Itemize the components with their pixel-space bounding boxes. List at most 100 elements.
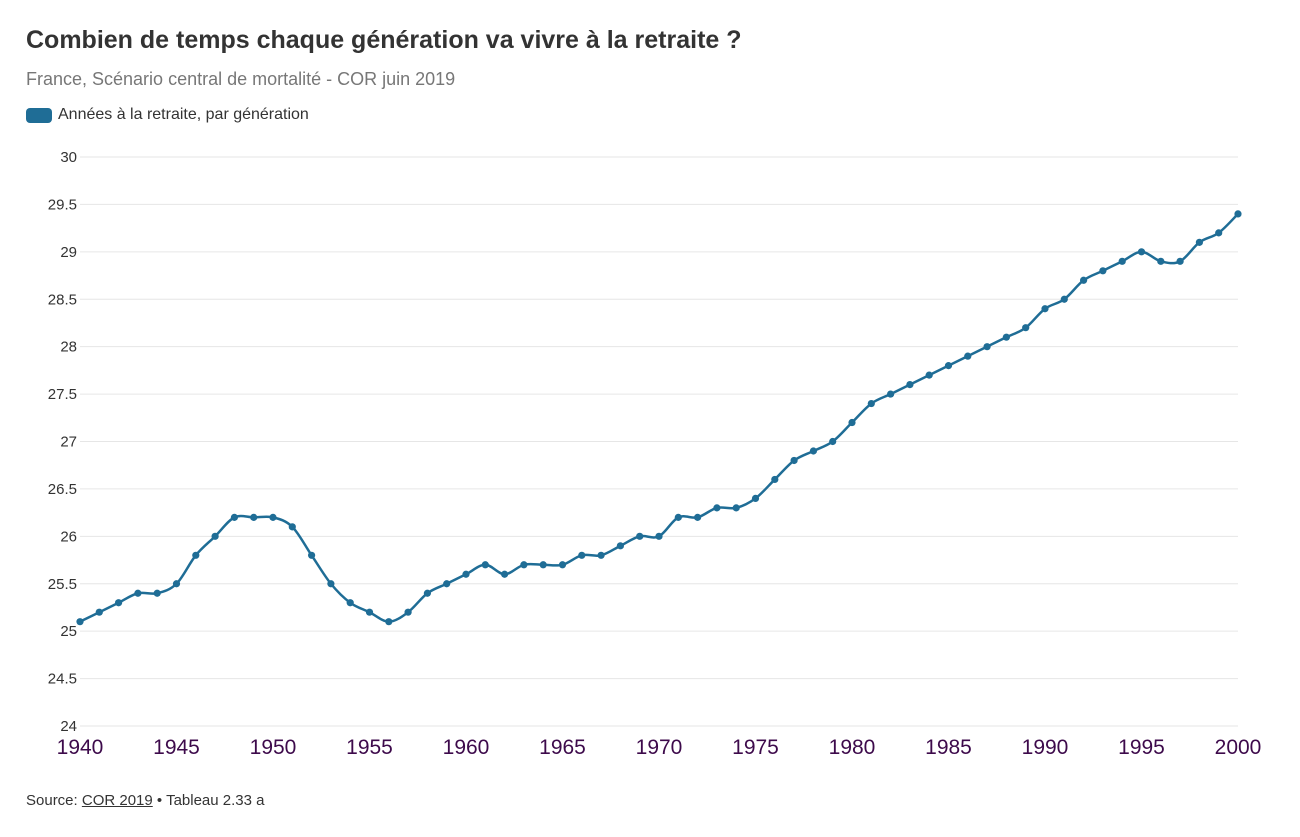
- data-point-1976[interactable]: [771, 475, 779, 484]
- data-point-1994[interactable]: [1118, 257, 1126, 265]
- data-point-1964[interactable]: [539, 561, 547, 569]
- y-tick-label: 29.5: [48, 196, 77, 213]
- data-point-1980[interactable]: [848, 418, 856, 427]
- data-point-1979[interactable]: [829, 437, 837, 446]
- x-tick-label: 1960: [443, 736, 490, 759]
- data-point-1944[interactable]: [153, 589, 161, 597]
- y-tick-label: 24: [60, 718, 77, 735]
- data-point-1990[interactable]: [1041, 305, 1049, 313]
- y-tick-label: 28: [60, 339, 77, 356]
- source-prefix: Source:: [26, 792, 82, 809]
- x-tick-label: 1970: [636, 736, 683, 759]
- chart-subtitle: France, Scénario central de mortalité - …: [26, 69, 456, 89]
- y-tick-label: 25: [60, 623, 77, 640]
- data-point-1972[interactable]: [694, 513, 702, 521]
- y-tick-label: 27.5: [48, 386, 77, 403]
- data-point-1987[interactable]: [983, 343, 991, 351]
- data-point-1955[interactable]: [365, 608, 374, 616]
- data-point-1985[interactable]: [944, 362, 953, 370]
- y-tick-label: 26: [60, 528, 77, 545]
- data-point-1950[interactable]: [269, 513, 277, 521]
- data-point-2000[interactable]: [1234, 210, 1242, 218]
- data-point-1962[interactable]: [501, 570, 509, 578]
- data-point-1996[interactable]: [1157, 257, 1165, 265]
- data-point-1947[interactable]: [211, 532, 219, 540]
- data-point-1971[interactable]: [674, 513, 682, 521]
- x-tick-label: 1980: [829, 736, 876, 759]
- data-point-1959[interactable]: [443, 580, 451, 588]
- data-point-1986[interactable]: [964, 352, 972, 360]
- data-point-1966[interactable]: [578, 551, 586, 559]
- x-tick-label: 1945: [153, 736, 200, 759]
- data-point-1983[interactable]: [906, 381, 914, 389]
- data-point-1975[interactable]: [751, 494, 760, 502]
- x-tick-label: 1985: [925, 736, 972, 759]
- data-point-1965[interactable]: [558, 561, 567, 569]
- y-tick-label: 24.5: [48, 671, 77, 688]
- data-point-1967[interactable]: [597, 551, 605, 559]
- data-point-1941[interactable]: [95, 608, 103, 616]
- y-tick-label: 28.5: [48, 291, 77, 308]
- data-point-1970[interactable]: [655, 532, 663, 540]
- data-point-1969[interactable]: [636, 532, 644, 540]
- data-point-1973[interactable]: [713, 504, 721, 512]
- data-point-1940[interactable]: [76, 618, 84, 626]
- data-point-1942[interactable]: [115, 599, 123, 607]
- data-point-1977[interactable]: [790, 456, 798, 465]
- grid-lines: [80, 156, 1238, 727]
- data-point-1963[interactable]: [520, 561, 528, 569]
- series-line: [78, 212, 1240, 623]
- source-note: Source: COR 2019 • Tableau 2.33 a: [26, 792, 264, 809]
- data-point-1961[interactable]: [481, 561, 489, 569]
- data-point-1981[interactable]: [867, 399, 875, 408]
- data-point-1997[interactable]: [1176, 257, 1184, 265]
- legend: Années à la retraite, par génération: [26, 106, 309, 124]
- data-point-1989[interactable]: [1022, 324, 1030, 332]
- data-point-1982[interactable]: [887, 390, 895, 398]
- data-point-1992[interactable]: [1080, 276, 1088, 284]
- x-tick-label: 1965: [539, 736, 586, 759]
- data-point-1948[interactable]: [230, 513, 238, 521]
- x-tick-label: 1950: [250, 736, 297, 759]
- data-point-1999[interactable]: [1215, 229, 1223, 237]
- data-point-1954[interactable]: [346, 599, 354, 607]
- data-point-1957[interactable]: [404, 608, 412, 616]
- source-suffix: • Tableau 2.33 a: [152, 792, 265, 809]
- data-point-1993[interactable]: [1099, 267, 1107, 275]
- chart-title: Combien de temps chaque génération va vi…: [26, 26, 742, 54]
- data-point-1968[interactable]: [616, 542, 625, 550]
- data-point-1946[interactable]: [192, 551, 200, 559]
- x-tick-label: 1990: [1022, 736, 1069, 759]
- legend-swatch: [26, 107, 52, 123]
- data-point-1988[interactable]: [1002, 333, 1011, 341]
- y-tick-label: 27: [60, 434, 77, 451]
- data-point-1956[interactable]: [385, 618, 393, 626]
- x-tick-label: 1995: [1118, 736, 1165, 759]
- source-link[interactable]: COR 2019: [81, 792, 153, 809]
- y-tick-label: 29: [60, 244, 77, 261]
- data-point-1952[interactable]: [308, 551, 316, 559]
- data-point-1974[interactable]: [732, 504, 740, 512]
- data-point-1984[interactable]: [925, 371, 933, 379]
- data-point-1960[interactable]: [462, 570, 470, 578]
- data-points: [76, 210, 1242, 626]
- data-point-1943[interactable]: [134, 589, 142, 597]
- data-point-1951[interactable]: [288, 523, 296, 531]
- x-axis-ticks: 1940 1945 1950 1955 1960 1965 1970 1975 1980 1985…: [57, 736, 1262, 759]
- data-point-1991[interactable]: [1060, 295, 1068, 303]
- x-tick-label: 1940: [57, 736, 104, 759]
- y-tick-label: 30: [60, 149, 77, 166]
- data-point-1953[interactable]: [327, 580, 335, 588]
- x-tick-label: 1955: [346, 736, 393, 759]
- data-point-1958[interactable]: [423, 589, 431, 597]
- data-point-1995[interactable]: [1137, 248, 1146, 256]
- y-tick-label: 25.5: [48, 576, 77, 593]
- legend-label: Années à la retraite, par génération: [58, 106, 309, 123]
- y-tick-label: 26.5: [48, 481, 77, 498]
- data-point-1945[interactable]: [172, 580, 181, 588]
- data-point-1978[interactable]: [809, 447, 818, 455]
- data-point-1998[interactable]: [1195, 238, 1203, 246]
- data-point-1949[interactable]: [250, 513, 258, 521]
- x-tick-label: 1975: [732, 736, 779, 759]
